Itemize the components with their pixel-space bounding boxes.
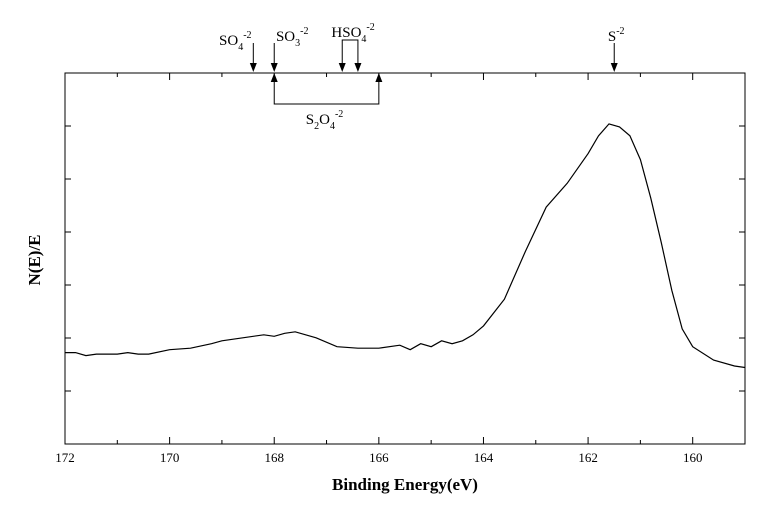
bracket-label: S2O4-2	[306, 109, 344, 132]
x-tick-label: 160	[683, 450, 703, 465]
x-tick-label: 170	[160, 450, 180, 465]
arrowhead	[338, 63, 346, 72]
arrowhead	[270, 63, 278, 72]
spectrum-line	[65, 123, 746, 369]
hso4-arrow-bracket	[341, 39, 359, 64]
x-tick-label: 166	[369, 450, 389, 465]
x-tick-label: 172	[55, 450, 75, 465]
arrowhead	[249, 63, 257, 72]
plot-frame	[64, 72, 746, 445]
arrowhead	[354, 63, 362, 72]
annotation-label: S-2	[608, 26, 625, 45]
peak-annotations: SO4-2 SO3-2 HSO4-2 S-2	[219, 22, 625, 72]
axis-ticks	[64, 73, 746, 444]
arrowhead	[375, 73, 383, 82]
annotation-label: HSO4-2	[331, 22, 374, 45]
s2o4-bracket: S2O4-2	[270, 73, 383, 132]
bracket-line	[273, 80, 380, 105]
x-tick-label: 168	[264, 450, 284, 465]
x-tick-label: 162	[578, 450, 598, 465]
x-tick-label: 164	[474, 450, 494, 465]
x-axis-label: Binding Energy(eV)	[332, 475, 478, 494]
x-tick-labels: 172 170 168 166 164 162 160	[55, 450, 702, 465]
annotation-label: SO4-2	[219, 30, 252, 53]
y-axis-label: N(E)/E	[25, 235, 44, 286]
arrowhead	[610, 63, 618, 72]
arrowhead	[270, 73, 278, 82]
annotation-label: SO3-2	[276, 26, 309, 49]
